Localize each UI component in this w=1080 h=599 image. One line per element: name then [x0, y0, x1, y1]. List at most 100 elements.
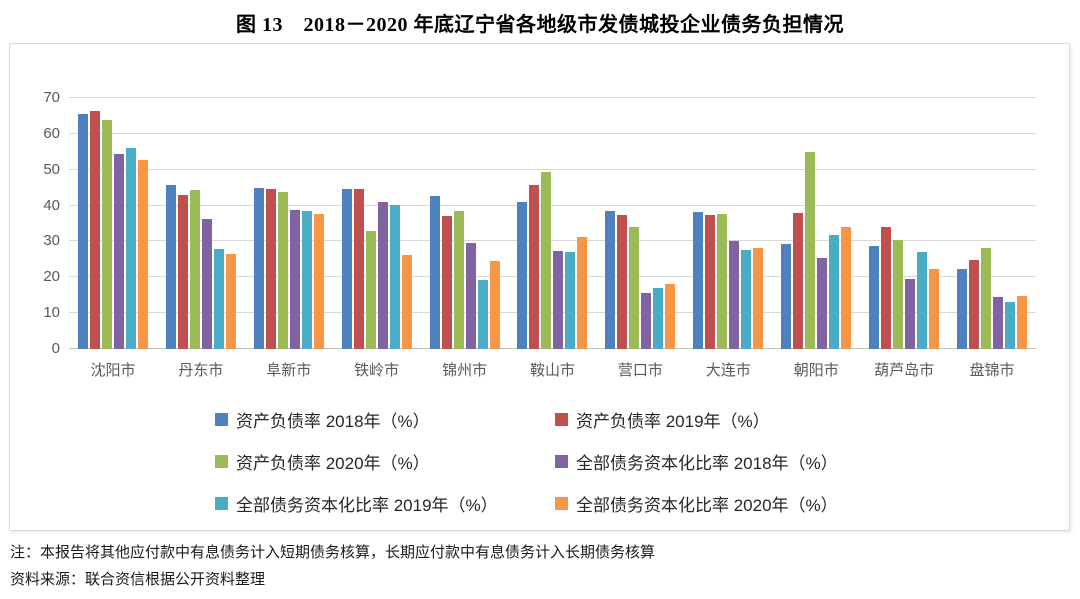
legend-item: 全部债务资本化比率 2019年（%）: [215, 491, 555, 516]
bar: [365, 231, 376, 349]
bar: [753, 247, 764, 349]
gridline: [69, 348, 1036, 349]
bar: [541, 171, 552, 349]
bar-group: [684, 98, 772, 349]
bar: [165, 184, 176, 349]
bar-group: [245, 98, 333, 349]
legend-swatch-icon: [555, 497, 568, 510]
bar: [577, 236, 588, 349]
bar-group: [948, 98, 1036, 349]
bar-group: [860, 98, 948, 349]
bar: [429, 195, 440, 349]
bar: [741, 249, 752, 349]
legend-item: 资产负债率 2018年（%）: [215, 407, 555, 432]
y-tick-label: 60: [43, 124, 60, 142]
legend-swatch-icon: [215, 497, 228, 510]
bar-group: [157, 98, 245, 349]
y-tick-label: 70: [43, 89, 60, 106]
chart-title: 图 13 2018－2020 年底辽宁省各地级市发债城投企业债务负担情况: [236, 14, 844, 36]
bar: [817, 257, 828, 349]
bar: [77, 114, 88, 349]
source-note: 资料来源：联合资信根据公开资料整理: [10, 571, 266, 588]
chart-container: 0 10 20 30 40 50 60 70 沈阳市 丹东市 阜新市 铁岭市 锦州市 鞍山市 营口市 大连市…: [9, 43, 1070, 531]
bar: [969, 260, 980, 349]
bar: [253, 188, 264, 349]
bar: [189, 190, 200, 349]
bar-group: [333, 98, 421, 349]
legend-swatch-icon: [215, 455, 228, 468]
bar: [881, 227, 892, 349]
bar-groups: [69, 98, 1036, 349]
bar: [389, 204, 400, 349]
bar: [565, 251, 576, 349]
footnote: 注：本报告将其他应付款中有息债务计入短期债务核算，长期应付款中有息债务计入长期债…: [10, 544, 656, 561]
bar-group: [509, 98, 597, 349]
bar: [401, 255, 412, 349]
x-category-label: 盘锦市: [969, 362, 1015, 379]
bar: [201, 219, 212, 349]
bar: [805, 151, 816, 349]
bar: [553, 250, 564, 349]
legend-label: 资产负债率 2020年（%）: [236, 454, 430, 473]
bar: [453, 210, 464, 349]
bar: [137, 159, 148, 349]
chart-legend: 资产负债率 2018年（%） 资产负债率 2019年（%） 资产负债率 2020年（…: [215, 407, 838, 516]
bar: [125, 148, 136, 349]
bar: [377, 202, 388, 349]
x-category-label: 沈阳市: [90, 362, 136, 379]
bar: [113, 153, 124, 349]
bar: [529, 184, 540, 349]
x-category-label: 葫芦岛市: [874, 362, 935, 379]
bar: [717, 213, 728, 349]
bar: [617, 215, 628, 349]
legend-item: 资产负债率 2019年（%）: [555, 407, 838, 432]
bar: [653, 288, 664, 349]
x-category-label: 铁岭市: [354, 362, 400, 379]
bar: [225, 254, 236, 349]
bar: [693, 212, 704, 349]
gridline: [69, 132, 1036, 134]
bar: [781, 243, 792, 349]
bar: [289, 209, 300, 349]
y-tick-label: 40: [43, 196, 60, 214]
bar: [441, 215, 452, 349]
bar-group: [421, 98, 509, 349]
legend-label: 资产负债率 2018年（%）: [236, 412, 430, 431]
bar: [177, 195, 188, 349]
x-category-label: 朝阳市: [793, 362, 839, 379]
gridline: [69, 204, 1036, 206]
bar: [893, 239, 904, 349]
legend-swatch-icon: [555, 455, 568, 468]
y-tick-label: 20: [43, 268, 60, 286]
bar: [353, 189, 364, 349]
bar: [705, 214, 716, 349]
bar-group: [596, 98, 684, 349]
y-tick-label: 30: [43, 232, 60, 250]
gridline: [69, 97, 1036, 98]
bar: [729, 241, 740, 349]
bar: [829, 234, 840, 349]
legend-item: 全部债务资本化比率 2018年（%）: [555, 449, 838, 474]
y-tick-label: 50: [43, 160, 60, 178]
bar: [841, 227, 852, 349]
x-category-label: 营口市: [617, 362, 663, 379]
x-category-label: 大连市: [705, 362, 751, 379]
bar: [793, 212, 804, 349]
bar: [89, 110, 100, 349]
y-tick-label: 10: [43, 304, 60, 322]
bar: [641, 293, 652, 349]
legend-label: 全部债务资本化比率 2018年（%）: [576, 454, 838, 473]
bar: [905, 279, 916, 349]
legend-swatch-icon: [215, 413, 228, 426]
x-category-label: 鞍山市: [529, 362, 575, 379]
bar: [957, 269, 968, 349]
bar: [265, 189, 276, 349]
x-axis-labels: 沈阳市 丹东市 阜新市 铁岭市 锦州市 鞍山市 营口市 大连市 朝阳市 葫芦岛市 盘锦市: [69, 359, 1036, 380]
bar: [277, 191, 288, 349]
plot-area: [69, 97, 1036, 349]
gridline: [69, 312, 1036, 314]
bar: [665, 284, 676, 349]
legend-label: 全部债务资本化比率 2020年（%）: [576, 496, 838, 515]
bar: [993, 297, 1004, 349]
